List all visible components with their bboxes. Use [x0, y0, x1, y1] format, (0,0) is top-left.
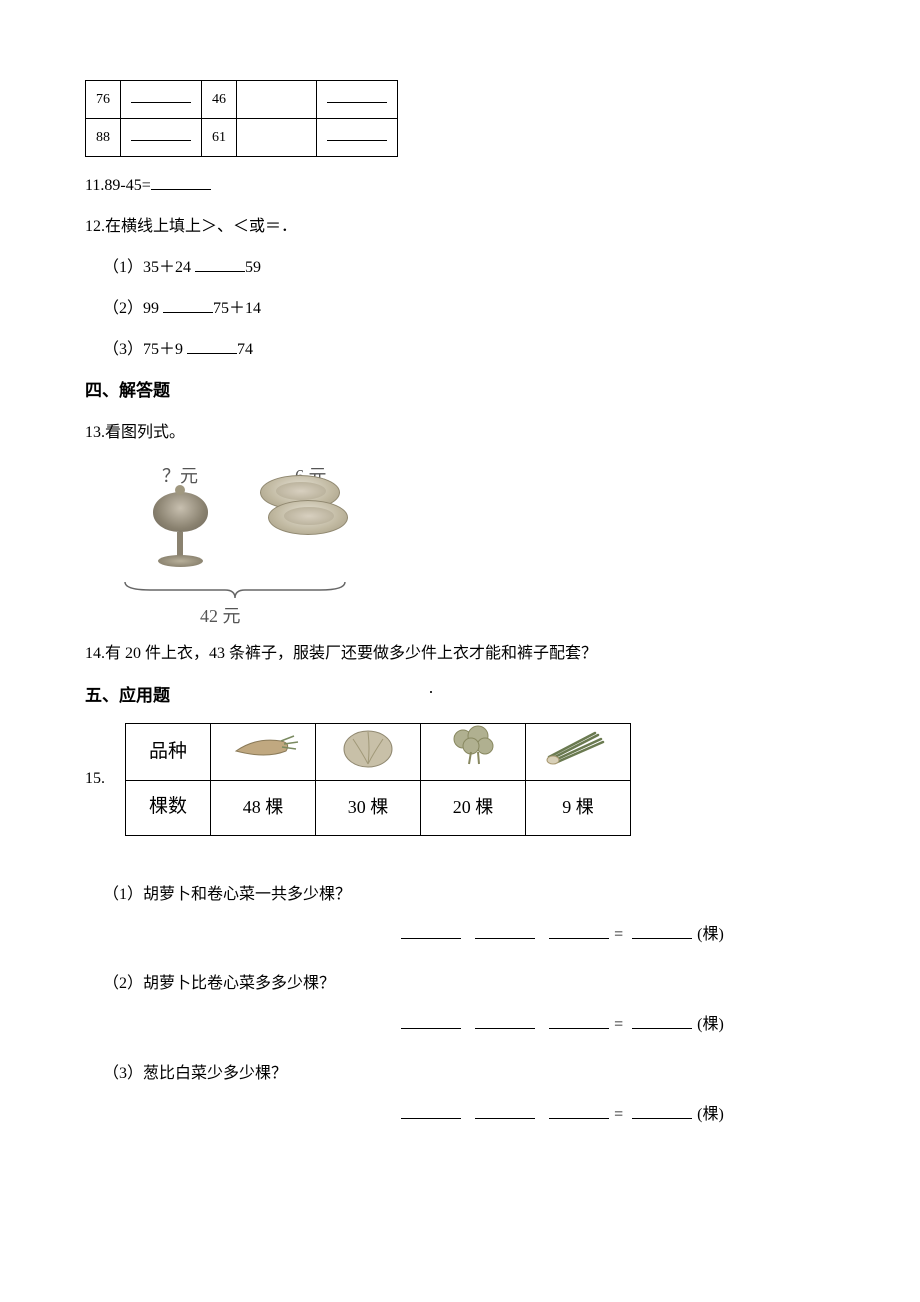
question-15: 15. 品种 — [85, 723, 835, 835]
unit-label: (棵) — [697, 1016, 724, 1033]
q12-sub1: （1）35＋24 59 — [103, 254, 835, 283]
unit-label: (棵) — [697, 1106, 724, 1123]
count-scallion: 9 棵 — [526, 780, 631, 835]
blank-cell — [237, 119, 317, 157]
cabbage-icon — [316, 724, 421, 780]
q12-sub2: （2）99 75＋14 — [103, 295, 835, 324]
q12-sub2-blank — [163, 297, 213, 313]
count-cabbage: 30 棵 — [316, 780, 421, 835]
eq-blank — [549, 938, 609, 939]
question-14: 14.有 20 件上衣，43 条裤子，服装厂还要做多少件上衣才能和裤子配套？ — [85, 640, 835, 669]
q11-prefix: 11. — [85, 177, 104, 194]
eq-blank — [632, 1028, 692, 1029]
eq-blank — [632, 1118, 692, 1119]
cell-61: 61 — [202, 119, 237, 157]
row-count-label: 棵数 — [126, 780, 211, 835]
carrot-icon — [211, 724, 316, 780]
header-kind: 品种 — [126, 724, 211, 780]
q12-sub3: （3）75＋9 74 — [103, 336, 835, 365]
unit-label: (棵) — [697, 926, 724, 943]
q12-sub1-left: （1）35＋24 — [103, 259, 191, 276]
q15-prefix: 15. — [85, 765, 105, 794]
total-price-label: 42 元 — [200, 600, 241, 632]
eq-blank — [475, 1028, 535, 1029]
q15-sub2-eq: = (棵) — [285, 1011, 835, 1040]
q12-sub3-left: （3）75＋9 — [103, 341, 183, 358]
broccoli-icon — [421, 724, 526, 780]
blank-cell — [121, 81, 202, 119]
question-12: 12.在横线上填上＞、＜或＝． — [85, 213, 835, 242]
q15-sub3-eq: = (棵) — [285, 1101, 835, 1130]
eq-blank — [401, 938, 461, 939]
eq-blank — [401, 1028, 461, 1029]
eq-blank — [549, 1118, 609, 1119]
problem-10-table: 76 46 88 61 — [85, 80, 398, 157]
q12-stem: 在横线上填上＞、＜或＝． — [105, 218, 297, 235]
eq-blank — [475, 1118, 535, 1119]
eq-blank — [549, 1028, 609, 1029]
vegetable-table: 品种 — [125, 723, 631, 835]
q15-sub3: （3）葱比白菜少多少棵？ — [103, 1060, 835, 1089]
blank-cell — [317, 81, 398, 119]
q15-sub1: （1）胡萝卜和卷心菜一共多少棵？ — [103, 881, 835, 910]
q13-prefix: 13. — [85, 424, 105, 441]
q15-sub1-eq: = (棵) — [285, 921, 835, 950]
cell-46: 46 — [202, 81, 237, 119]
scallion-icon — [526, 724, 631, 780]
q13-figure: ？元 6 元 42 元 — [105, 460, 365, 630]
question-13: 13.看图列式。 — [85, 419, 835, 448]
eq-blank — [632, 938, 692, 939]
q12-sub2-left: （2）99 — [103, 300, 159, 317]
q12-sub1-right: 59 — [245, 259, 261, 276]
q13-stem: 看图列式。 — [105, 424, 185, 441]
question-11: 11.89-45= — [85, 172, 835, 201]
q12-sub3-blank — [187, 338, 237, 354]
blank-cell — [317, 119, 398, 157]
q15-sub2: （2）胡萝卜比卷心菜多多少棵？ — [103, 970, 835, 999]
q12-sub2-right: 75＋14 — [213, 300, 261, 317]
dot-marker — [430, 691, 432, 693]
count-carrot: 48 棵 — [211, 780, 316, 835]
q12-prefix: 12. — [85, 218, 105, 235]
blank-cell — [237, 81, 317, 119]
q11-expr: 89-45= — [104, 177, 150, 194]
blank-cell — [121, 119, 202, 157]
lamp-icon: ？元 — [125, 460, 235, 577]
section-5-text: 五、应用题 — [85, 686, 170, 705]
cell-76: 76 — [86, 81, 121, 119]
brace-icon — [120, 580, 350, 600]
section-4-title: 四、解答题 — [85, 376, 835, 407]
section-5-title: 五、应用题 — [85, 681, 835, 712]
count-broccoli: 20 棵 — [421, 780, 526, 835]
eq-blank — [475, 938, 535, 939]
q14-prefix: 14. — [85, 645, 105, 662]
q12-sub1-blank — [195, 256, 245, 272]
plate-icon — [260, 475, 348, 535]
cell-88: 88 — [86, 119, 121, 157]
q12-sub3-right: 74 — [237, 341, 253, 358]
q11-blank — [151, 174, 211, 190]
eq-blank — [401, 1118, 461, 1119]
q14-stem: 有 20 件上衣，43 条裤子，服装厂还要做多少件上衣才能和裤子配套？ — [105, 645, 597, 662]
